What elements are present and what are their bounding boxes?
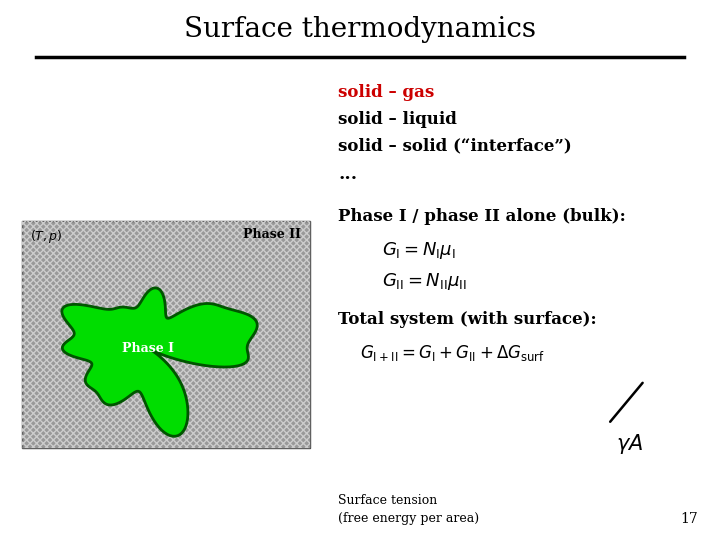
- Bar: [22, 221, 310, 448]
- Text: Surface tension: Surface tension: [338, 494, 438, 507]
- Text: solid – liquid: solid – liquid: [338, 111, 457, 127]
- Text: $G_{\mathrm{I}} = N_{\mathrm{I}} \mu_{\mathrm{I}}$: $G_{\mathrm{I}} = N_{\mathrm{I}} \mu_{\m…: [382, 240, 456, 261]
- Text: Total system (with surface):: Total system (with surface):: [338, 310, 597, 327]
- Text: $G_{\mathrm{II}} = N_{\mathrm{II}} \mu_{\mathrm{II}}$: $G_{\mathrm{II}} = N_{\mathrm{II}} \mu_{…: [382, 271, 467, 292]
- Text: solid – gas: solid – gas: [338, 84, 435, 100]
- Text: Phase II: Phase II: [243, 228, 301, 241]
- Text: solid – solid (“interface”): solid – solid (“interface”): [338, 138, 572, 154]
- Text: $G_{\mathrm{I+II}} = G_{\mathrm{I}} + G_{\mathrm{II}} + \Delta G_{\mathrm{surf}}: $G_{\mathrm{I+II}} = G_{\mathrm{I}} + G_…: [360, 343, 545, 363]
- Bar: [22, 221, 310, 448]
- Text: 17: 17: [680, 512, 698, 526]
- Text: Phase I / phase II alone (bulk):: Phase I / phase II alone (bulk):: [338, 208, 626, 225]
- Polygon shape: [62, 288, 257, 436]
- Text: Phase I: Phase I: [122, 342, 174, 355]
- Text: (free energy per area): (free energy per area): [338, 512, 480, 525]
- Text: ...: ...: [338, 165, 358, 183]
- Text: Surface thermodynamics: Surface thermodynamics: [184, 16, 536, 43]
- Text: $\gamma A$: $\gamma A$: [616, 432, 643, 456]
- Text: $(T,p)$: $(T,p)$: [30, 228, 63, 245]
